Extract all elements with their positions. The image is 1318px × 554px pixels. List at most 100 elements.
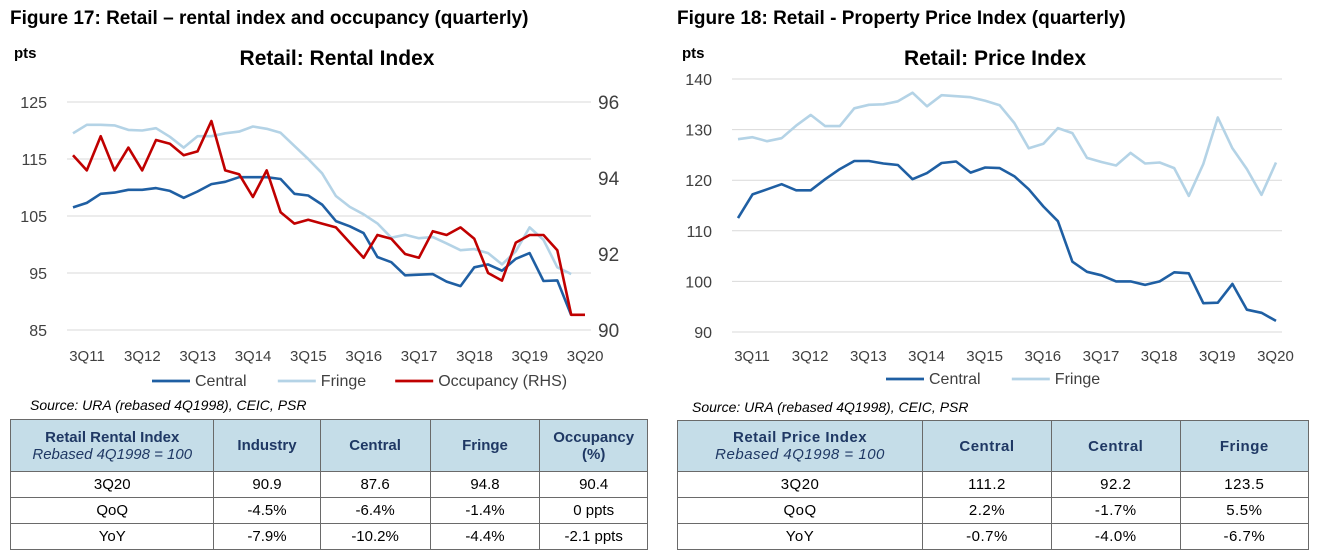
- table-row: 3Q20 111.2 92.2 123.5: [676, 471, 1310, 498]
- row-label: YoY: [676, 523, 924, 550]
- legend-label: Fringe: [1055, 371, 1100, 388]
- table-title: Retail Rental Index: [45, 428, 180, 446]
- table-row: QoQ -4.5% -6.4% -1.4% 0 ppts: [9, 497, 648, 524]
- figure-18-source: Source: URA (rebased 4Q1998), CEIC, PSR: [692, 399, 969, 415]
- x-tick-label: 3Q20: [567, 348, 604, 365]
- x-tick-label: 3Q17: [1083, 348, 1120, 365]
- y-tick-label: 105: [20, 209, 47, 226]
- x-tick-label: 3Q11: [69, 348, 105, 365]
- y2-tick-label: 96: [598, 93, 619, 114]
- cell-value: -2.1 ppts: [539, 523, 648, 550]
- x-tick-label: 3Q14: [908, 348, 945, 365]
- table-header-label: Retail Price Index Rebased 4Q1998 = 100: [676, 420, 924, 472]
- x-tick-label: 3Q16: [345, 348, 382, 365]
- cell-value: 0 ppts: [539, 497, 648, 524]
- table-header-row: Retail Rental Index Rebased 4Q1998 = 100…: [9, 419, 648, 472]
- cell-value: -6.4%: [319, 497, 431, 524]
- cell-value: 92.2: [1050, 471, 1181, 498]
- cell-value: -1.4%: [429, 497, 541, 524]
- table-header-row: Retail Price Index Rebased 4Q1998 = 100 …: [676, 420, 1310, 472]
- cell-value: -10.2%: [319, 523, 431, 550]
- legend-label: Occupancy (RHS): [438, 373, 567, 390]
- x-tick-label: 3Q13: [850, 348, 887, 365]
- table-subtitle: Rebased 4Q1998 = 100: [715, 446, 885, 463]
- cell-value: 2.2%: [922, 497, 1052, 524]
- cell-value: 90.9: [213, 471, 321, 498]
- x-tick-label: 3Q19: [1199, 348, 1236, 365]
- y-tick-label: 100: [685, 274, 712, 291]
- rental-index-chart: Retail: Rental Index pts 85 95 105 115 125 90 92…: [14, 45, 620, 390]
- legend-label: Central: [929, 371, 981, 388]
- x-tick-label: 3Q15: [966, 348, 1003, 365]
- figure-17-title: Figure 17: Retail – rental index and occ…: [10, 8, 529, 29]
- x-tick-label: 3Q15: [290, 348, 327, 365]
- row-label: QoQ: [9, 497, 215, 524]
- table-row: YoY -0.7% -4.0% -6.7%: [676, 523, 1310, 550]
- col-header-central: Central: [319, 419, 431, 472]
- x-tick-label: 3Q18: [1141, 348, 1178, 365]
- x-tick-label: 3Q12: [792, 348, 829, 365]
- y-tick-label: 95: [29, 266, 47, 283]
- cell-value: -1.7%: [1050, 497, 1181, 524]
- x-tick-label: 3Q20: [1257, 348, 1294, 365]
- figure-17-source: Source: URA (rebased 4Q1998), CEIC, PSR: [30, 397, 307, 413]
- chart-title: Retail: Rental Index: [240, 47, 435, 70]
- col-header-industry: Industry: [213, 419, 321, 472]
- table-row: 3Q20 90.9 87.6 94.8 90.4: [9, 471, 648, 498]
- series-line-central: [72, 175, 573, 316]
- y-tick-label: 115: [21, 152, 47, 169]
- table-header-label: Retail Rental Index Rebased 4Q1998 = 100: [9, 419, 215, 472]
- legend-label: Fringe: [321, 373, 366, 390]
- price-index-table: Retail Price Index Rebased 4Q1998 = 100 …: [676, 420, 1310, 550]
- x-tick-label: 3Q18: [456, 348, 493, 365]
- row-label: 3Q20: [9, 471, 215, 498]
- x-tick-label: 3Q11: [734, 348, 770, 365]
- y-tick-label: 125: [20, 95, 47, 112]
- series-line-central: [736, 159, 1277, 323]
- price-index-chart: Retail: Price Index pts 90 100 110 120 130 140 3…: [682, 45, 1294, 388]
- cell-value: -4.4%: [429, 523, 541, 550]
- row-label: 3Q20: [676, 471, 924, 498]
- cell-value: 5.5%: [1179, 497, 1310, 524]
- y2-tick-label: 90: [598, 321, 619, 342]
- series-line-occupancy-rhs: [72, 119, 585, 317]
- y-axis-unit-label: pts: [14, 45, 37, 62]
- cell-value: 87.6: [319, 471, 431, 498]
- y2-tick-label: 92: [598, 245, 619, 266]
- table-subtitle: Rebased 4Q1998 = 100: [32, 445, 193, 463]
- x-tick-label: 3Q13: [179, 348, 216, 365]
- row-label: YoY: [9, 523, 215, 550]
- chart-title: Retail: Price Index: [904, 47, 1086, 70]
- cell-value: -4.5%: [213, 497, 321, 524]
- col-header-fringe: Fringe: [1179, 420, 1310, 472]
- row-label: QoQ: [676, 497, 924, 524]
- legend-label: Central: [195, 373, 247, 390]
- x-tick-label: 3Q17: [401, 348, 438, 365]
- cell-value: -4.0%: [1050, 523, 1181, 550]
- y-tick-label: 120: [685, 173, 712, 190]
- table-row: YoY -7.9% -10.2% -4.4% -2.1 ppts: [9, 523, 648, 550]
- x-tick-label: 3Q19: [511, 348, 548, 365]
- cell-value: -0.7%: [922, 523, 1052, 550]
- cell-value: 111.2: [922, 471, 1052, 498]
- y-axis-unit-label: pts: [682, 45, 705, 62]
- y-tick-label: 110: [686, 224, 712, 241]
- x-tick-label: 3Q14: [235, 348, 272, 365]
- cell-value: 123.5: [1179, 471, 1310, 498]
- table-title: Retail Price Index: [733, 429, 868, 446]
- y-tick-label: 90: [694, 325, 712, 342]
- cell-value: -6.7%: [1179, 523, 1310, 550]
- series-line-fringe: [737, 91, 1278, 198]
- cell-value: 94.8: [429, 471, 541, 498]
- col-header-central: Central: [1050, 420, 1181, 472]
- y-tick-label: 85: [29, 323, 47, 340]
- figure-18-title: Figure 18: Retail - Property Price Index…: [677, 8, 1126, 29]
- cell-value: -7.9%: [213, 523, 321, 550]
- cell-value: 90.4: [539, 471, 648, 498]
- x-tick-label: 3Q12: [124, 348, 161, 365]
- col-header-occupancy: Occupancy (%): [539, 419, 648, 472]
- series-line-fringe: [72, 123, 572, 276]
- col-header-fringe: Fringe: [429, 419, 541, 472]
- y-tick-label: 130: [685, 123, 712, 140]
- x-tick-label: 3Q16: [1024, 348, 1061, 365]
